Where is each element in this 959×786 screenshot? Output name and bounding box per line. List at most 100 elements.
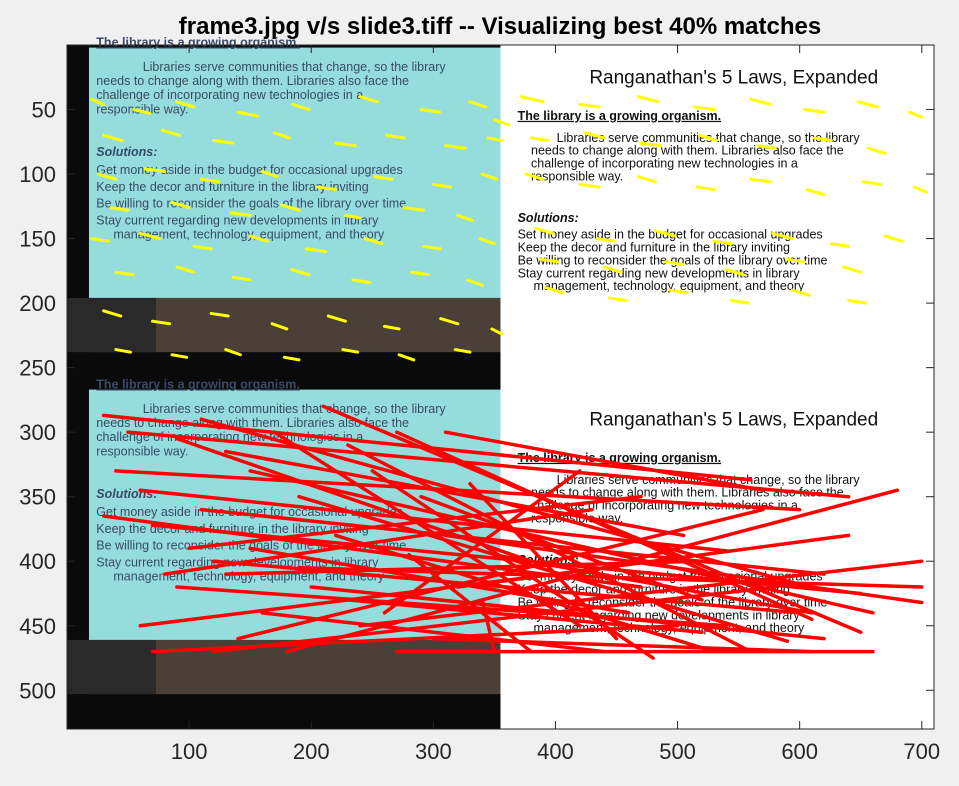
x-tick-label: 600 <box>781 739 818 764</box>
chart-title: frame3.jpg v/s slide3.tiff -- Visualizin… <box>179 13 821 40</box>
y-tick-label: 150 <box>19 227 56 252</box>
keypoint-mark <box>97 172 118 181</box>
match-line <box>223 449 686 538</box>
plot-area: The library is a growing organism. Librar… <box>19 35 940 764</box>
keypoint-mark <box>480 172 499 181</box>
keypoint-mark <box>170 353 189 359</box>
keypoint-mark <box>402 206 426 212</box>
y-tick-label: 350 <box>19 485 56 510</box>
x-tick-label: 100 <box>171 739 208 764</box>
match-line <box>187 494 643 551</box>
photo-text-line: responsible way. <box>96 102 188 116</box>
photo-text-line: needs to change along with them. Librari… <box>96 74 409 88</box>
slide-text-line: responsible way. <box>531 170 623 184</box>
keypoint-mark <box>315 185 338 192</box>
photo-text-line: management, technology, equipment, and t… <box>113 228 385 242</box>
frame-photo-tile-1: The library is a growing organism. Librar… <box>67 35 501 387</box>
keypoint-mark <box>444 144 467 150</box>
y-tick-label: 100 <box>19 162 56 187</box>
keypoint-mark <box>749 177 772 184</box>
match-line <box>358 559 924 628</box>
keypoint-mark <box>771 231 794 241</box>
keypoint-mark <box>539 257 560 264</box>
keypoint-mark <box>698 133 719 143</box>
keypoint-mark <box>229 211 252 217</box>
keypoint-mark <box>856 100 880 109</box>
keypoint-mark <box>883 234 904 243</box>
slide-text-line: Solutions: <box>518 211 579 225</box>
photo-text-line: responsible way. <box>96 444 188 458</box>
keypoint-mark <box>756 144 777 150</box>
photo-text-line: The library is a growing organism. <box>96 377 300 391</box>
match-line <box>382 469 582 615</box>
photo-text-line: Solutions: <box>96 145 157 159</box>
axes-frame <box>66 44 935 730</box>
keypoint-mark <box>170 200 191 210</box>
keypoint-mark <box>89 97 106 106</box>
keypoint-mark <box>114 270 135 277</box>
photo-text-line: Get money aside in the budget for occasi… <box>96 163 402 177</box>
keypoint-mark <box>456 213 474 223</box>
keypoint-mark <box>486 136 504 143</box>
keypoint-mark <box>842 265 863 274</box>
keypoint-mark <box>729 299 750 305</box>
keypoint-mark <box>607 296 628 303</box>
keypoint-mark <box>273 131 291 140</box>
keypoint-mark <box>785 257 807 264</box>
match-line <box>480 598 497 654</box>
x-tick-label: 500 <box>659 739 696 764</box>
keypoint-mark <box>343 213 362 220</box>
keypoint-mark <box>89 237 111 243</box>
photo-text-line: Stay current regarding new developments … <box>96 213 379 227</box>
keypoint-mark <box>583 131 606 140</box>
keypoint-mark <box>636 175 658 184</box>
slide-text-line: challenge of incorporating new technolog… <box>531 157 798 171</box>
match-lines <box>101 404 924 660</box>
keypoint-mark <box>236 110 259 118</box>
keypoint-mark <box>790 288 811 297</box>
keypoint-mark <box>529 136 550 143</box>
lower-wall <box>88 297 501 353</box>
keypoint-mark <box>431 182 452 189</box>
keypoint-mark <box>114 348 132 354</box>
photo-text-line: Solutions: <box>96 487 157 501</box>
keypoint-mark <box>334 141 357 148</box>
y-tick-label: 200 <box>19 291 56 316</box>
keypoint-mark <box>695 185 716 192</box>
photo-text-line: needs to change along with them. Librari… <box>96 416 409 430</box>
keypoint-mark <box>578 102 601 109</box>
keypoint-mark <box>224 348 242 357</box>
slide-text-line: needs to change along with them. Librari… <box>531 144 844 158</box>
y-tick-label: 500 <box>19 678 56 703</box>
slide-title: Ranganathan's 5 Laws, Expanded <box>589 410 878 431</box>
keypoint-mark <box>358 95 379 104</box>
keypoint-mark <box>175 100 196 109</box>
keypoint-mark <box>654 229 677 238</box>
keypoint-mark <box>209 311 230 318</box>
keypoint-mark <box>453 348 472 354</box>
y-axis: 50 100 150 200 250 300 350 400 450 500 <box>19 98 934 703</box>
keypoint-mark <box>280 203 301 212</box>
x-tick-label: 200 <box>293 739 330 764</box>
match-line <box>199 507 826 576</box>
slide-text-line: Stay current regarding new developments … <box>518 266 801 280</box>
keypoint-mark <box>492 118 511 127</box>
keypoint-markers <box>89 95 929 362</box>
photo-text-line: challenge of incorporating new technolog… <box>96 88 363 102</box>
match-line <box>297 494 790 643</box>
keypoint-mark <box>693 105 716 112</box>
keypoint-mark <box>663 260 684 266</box>
match-line <box>309 585 826 641</box>
keypoint-mark <box>290 268 311 277</box>
keypoint-mark <box>636 95 660 104</box>
y-tick-label: 300 <box>19 420 56 445</box>
keypoint-mark <box>578 182 601 189</box>
keypoint-mark <box>668 288 689 295</box>
x-tick-label: 300 <box>415 739 452 764</box>
keypoint-mark <box>439 317 460 326</box>
keypoint-mark <box>373 175 394 181</box>
keypoint-mark <box>419 108 441 114</box>
slide-tile-1: Ranganathan's 5 Laws, Expanded The librar… <box>500 45 934 387</box>
keypoint-mark <box>397 353 416 362</box>
match-line <box>443 533 924 605</box>
